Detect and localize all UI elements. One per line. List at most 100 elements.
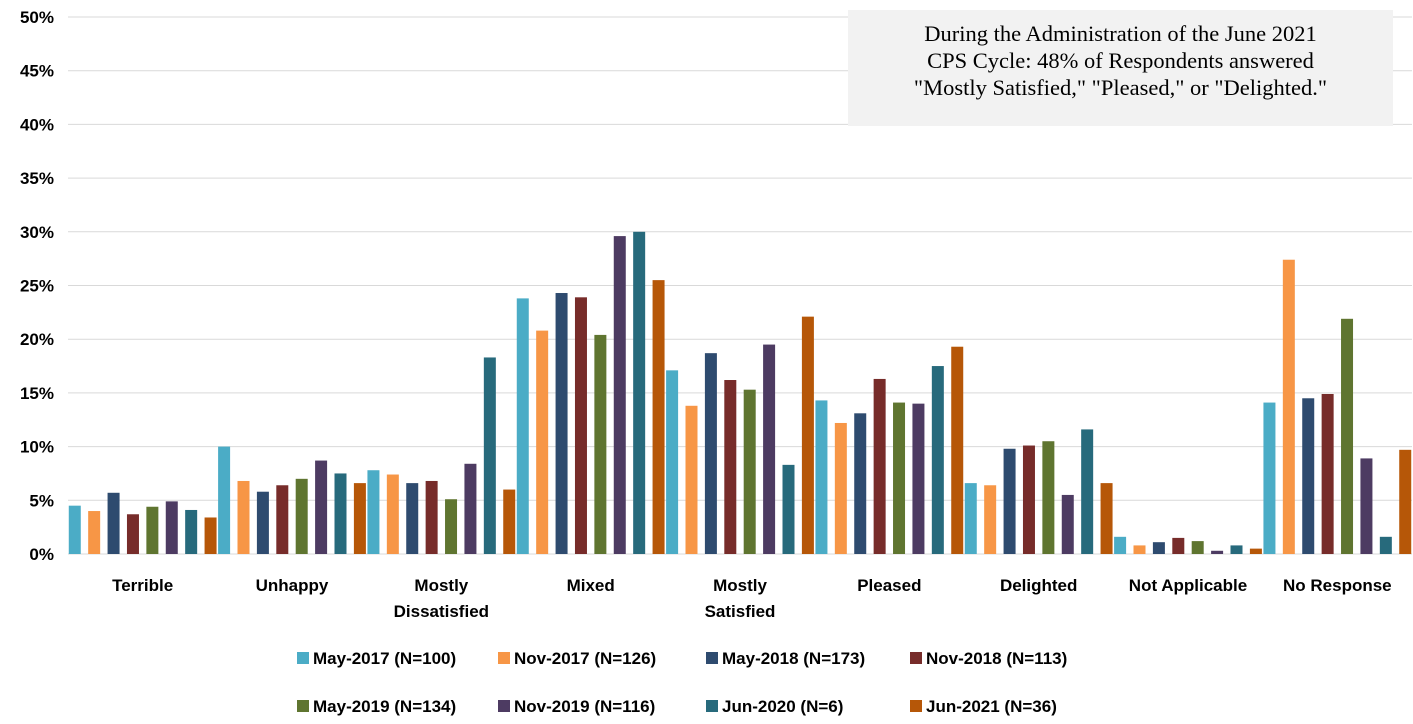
bar bbox=[1081, 429, 1094, 554]
annotation-line: During the Administration of the June 20… bbox=[924, 21, 1317, 46]
bar bbox=[613, 236, 626, 554]
bar bbox=[165, 501, 178, 554]
y-tick-label: 40% bbox=[20, 115, 54, 134]
legend-label: May-2017 (N=100) bbox=[313, 649, 456, 668]
bar bbox=[555, 293, 568, 554]
bar bbox=[237, 480, 250, 554]
x-tick-label: No Response bbox=[1283, 576, 1392, 595]
bar bbox=[1152, 542, 1165, 554]
legend-swatch bbox=[297, 700, 309, 712]
bar bbox=[386, 474, 399, 554]
legend-swatch bbox=[706, 652, 718, 664]
bar bbox=[1114, 536, 1127, 554]
bar bbox=[516, 298, 529, 554]
x-tick-label: Unhappy bbox=[256, 576, 329, 595]
bar bbox=[483, 357, 496, 554]
bar bbox=[1341, 318, 1354, 554]
x-tick-label: Pleased bbox=[857, 576, 921, 595]
bar bbox=[276, 485, 289, 554]
bar bbox=[1100, 483, 1113, 554]
x-tick-label: Mostly bbox=[713, 576, 767, 595]
bar bbox=[951, 346, 964, 554]
legend-swatch bbox=[297, 652, 309, 664]
legend-label: Nov-2018 (N=113) bbox=[926, 649, 1067, 668]
legend: May-2017 (N=100) Nov-2017 (N=126) May-2018… bbox=[297, 649, 1067, 716]
bar bbox=[536, 330, 549, 554]
x-tick-label: Dissatisfied bbox=[394, 602, 489, 621]
bar bbox=[503, 489, 516, 554]
bar bbox=[984, 485, 997, 554]
bar bbox=[1321, 393, 1334, 554]
bar bbox=[126, 514, 139, 554]
x-tick-label: Mixed bbox=[567, 576, 615, 595]
bar bbox=[107, 492, 120, 554]
bar bbox=[1249, 548, 1262, 554]
bar bbox=[146, 506, 159, 554]
bar bbox=[1360, 458, 1373, 554]
bar bbox=[68, 505, 81, 554]
bar bbox=[1379, 536, 1392, 554]
bar bbox=[295, 478, 308, 554]
legend-label: Nov-2019 (N=116) bbox=[514, 697, 655, 716]
bar bbox=[88, 511, 101, 554]
bar bbox=[1172, 537, 1185, 554]
bar bbox=[1263, 402, 1276, 554]
y-tick-label: 50% bbox=[20, 8, 54, 27]
bar bbox=[464, 463, 477, 554]
bar bbox=[704, 353, 717, 554]
y-axis-tick-labels: 0% 5% 10% 15% 20% 25% 30% 35% 40% 45% 50% bbox=[20, 8, 54, 564]
bar bbox=[353, 483, 366, 554]
legend-label: Jun-2020 (N=6) bbox=[722, 697, 843, 716]
bar bbox=[1211, 550, 1224, 554]
bar bbox=[1302, 398, 1315, 554]
bar bbox=[782, 464, 795, 554]
y-tick-label: 0% bbox=[29, 545, 54, 564]
legend-label: May-2018 (N=173) bbox=[722, 649, 865, 668]
bar bbox=[652, 280, 665, 554]
bar bbox=[1022, 445, 1035, 554]
bar bbox=[1061, 494, 1074, 554]
legend-label: Nov-2017 (N=126) bbox=[514, 649, 656, 668]
y-tick-label: 20% bbox=[20, 330, 54, 349]
bar bbox=[574, 297, 587, 554]
legend-swatch bbox=[706, 700, 718, 712]
bar bbox=[256, 491, 269, 554]
bar bbox=[964, 483, 977, 554]
legend-swatch bbox=[910, 652, 922, 664]
x-axis-category-labels: Terrible Unhappy Mostly Dissatisfied Mixed Mo… bbox=[112, 576, 1392, 621]
legend-swatch bbox=[498, 700, 510, 712]
bar bbox=[315, 460, 328, 554]
bar bbox=[1191, 541, 1204, 554]
bar bbox=[685, 405, 698, 554]
bar bbox=[1042, 441, 1055, 554]
x-tick-label: Satisfied bbox=[705, 602, 776, 621]
x-tick-label: Not Applicable bbox=[1129, 576, 1247, 595]
bar bbox=[801, 316, 814, 554]
bar bbox=[445, 499, 458, 554]
bar bbox=[334, 473, 347, 554]
legend-label: Jun-2021 (N=36) bbox=[926, 697, 1057, 716]
bar bbox=[931, 366, 944, 554]
bar bbox=[834, 422, 847, 554]
bar bbox=[1133, 545, 1146, 554]
y-tick-label: 35% bbox=[20, 169, 54, 188]
bar bbox=[204, 517, 217, 554]
y-tick-label: 15% bbox=[20, 384, 54, 403]
legend-swatch bbox=[498, 652, 510, 664]
y-tick-label: 25% bbox=[20, 277, 54, 296]
legend-swatch bbox=[910, 700, 922, 712]
bar bbox=[873, 378, 886, 554]
y-tick-label: 10% bbox=[20, 438, 54, 457]
x-tick-label: Delighted bbox=[1000, 576, 1077, 595]
bar bbox=[893, 402, 906, 554]
bar bbox=[185, 509, 198, 554]
bar bbox=[594, 334, 607, 554]
annotation-line: "Mostly Satisfied," "Pleased," or "Delig… bbox=[913, 75, 1328, 100]
bar bbox=[763, 344, 776, 554]
x-tick-label: Terrible bbox=[112, 576, 173, 595]
bar bbox=[666, 370, 679, 554]
bars bbox=[68, 231, 1412, 555]
bar bbox=[1230, 545, 1243, 554]
bar bbox=[815, 400, 828, 554]
